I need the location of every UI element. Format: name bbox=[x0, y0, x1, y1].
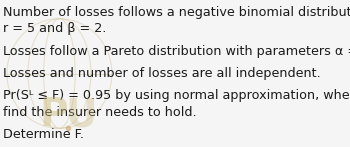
Text: U: U bbox=[66, 96, 97, 134]
Text: Pr(Sᴸ ≤ F) = 0.95 by using normal approximation, where F is the minimum: Pr(Sᴸ ≤ F) = 0.95 by using normal approx… bbox=[3, 89, 350, 102]
Text: P: P bbox=[40, 96, 68, 134]
Text: find the insurer needs to hold.: find the insurer needs to hold. bbox=[3, 106, 196, 119]
Text: Number of losses follows a negative binomial distribution with parameters: Number of losses follows a negative bino… bbox=[3, 6, 350, 19]
Text: Losses and number of losses are all independent.: Losses and number of losses are all inde… bbox=[3, 67, 321, 80]
Text: Losses follow a Pareto distribution with parameters α = 4 and θ = 200.: Losses follow a Pareto distribution with… bbox=[3, 45, 350, 58]
Text: r = 5 and β = 2.: r = 5 and β = 2. bbox=[3, 22, 106, 35]
Text: Determine F.: Determine F. bbox=[3, 128, 84, 141]
